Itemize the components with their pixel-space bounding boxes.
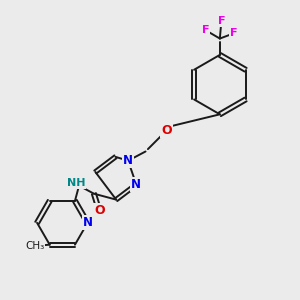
Text: F: F: [230, 28, 238, 38]
Text: CH₃: CH₃: [25, 241, 44, 251]
Text: NH: NH: [67, 178, 85, 188]
Text: O: O: [94, 204, 105, 218]
Text: F: F: [218, 16, 225, 26]
Text: N: N: [123, 154, 133, 167]
Text: N: N: [82, 216, 93, 229]
Text: O: O: [161, 124, 172, 137]
Text: F: F: [202, 25, 209, 35]
Text: N: N: [131, 178, 141, 191]
